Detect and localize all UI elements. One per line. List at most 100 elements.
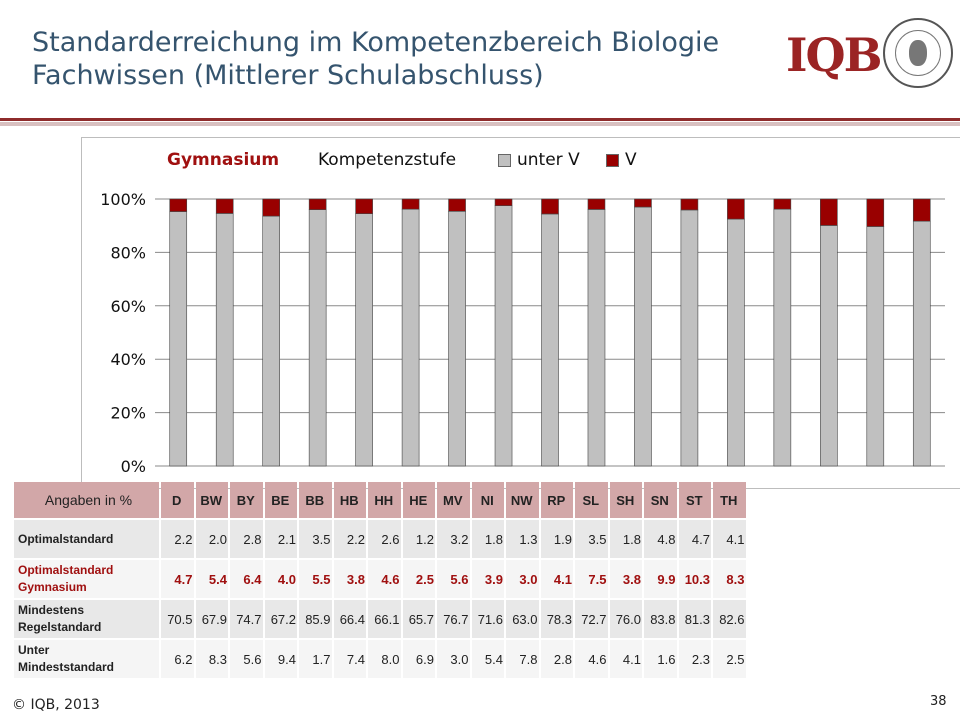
table-cell: 1.2: [402, 520, 435, 558]
row-label: Unter Mindeststandard: [14, 640, 159, 678]
column-header-ST: ST: [678, 482, 711, 518]
y-tick-label: 100%: [100, 190, 146, 209]
column-header-HB: HB: [333, 482, 366, 518]
table-cell: 4.1: [713, 520, 746, 558]
bar-SN-v: [820, 198, 838, 226]
bar-SH-unter-v: [773, 208, 792, 467]
bar-HH-unter-v: [448, 210, 466, 467]
legend-swatch-unter-v: [498, 153, 511, 167]
column-header-MV: MV: [437, 482, 470, 518]
table-cell: 3.9: [471, 560, 504, 598]
column-header-HH: HH: [368, 482, 401, 518]
bar-BY-unter-v: [262, 215, 280, 467]
table-cell: 4.1: [540, 560, 573, 598]
table-cell: 9.9: [644, 560, 677, 598]
row-label-text: Optimalstandard: [18, 531, 114, 546]
table-cell: 67.9: [195, 600, 228, 638]
table-cell: 3.5: [299, 520, 332, 558]
bar-HB-unter-v: [401, 208, 420, 467]
table-cell: 3.2: [437, 520, 470, 558]
table-cell: 8.3: [195, 640, 228, 678]
table-cell: 2.2: [333, 520, 366, 558]
table-cell: 4.7: [161, 560, 194, 598]
bar-SH-v: [773, 198, 792, 210]
slide-title: Standarderreichung im Kompetenzbereich B…: [32, 26, 719, 92]
table-cell: 76.0: [609, 600, 642, 638]
legend-label-unter-v: unter V: [517, 150, 580, 170]
slide-title-line2: Fachwissen (Mittlerer Schulabschluss): [32, 60, 544, 91]
bar-RP-unter-v: [680, 209, 699, 467]
row-label-line: Mindestens: [18, 603, 85, 617]
table-cell: 4.6: [368, 560, 401, 598]
table-cell: 4.8: [644, 520, 677, 558]
table-cell: 70.5: [161, 600, 194, 638]
humboldt-seal-icon: [883, 18, 953, 88]
row-label-line: Unter: [18, 643, 50, 657]
table-cell: 83.8: [644, 600, 677, 638]
table-cell: 10.3: [678, 560, 711, 598]
column-header-BY: BY: [230, 482, 263, 518]
table-cell: 8.3: [713, 560, 746, 598]
table-cell: 7.5: [575, 560, 608, 598]
table-cell: 4.0: [264, 560, 297, 598]
table-cell: 71.6: [471, 600, 504, 638]
bar-MV-v: [541, 198, 559, 215]
table-cell: 7.4: [333, 640, 366, 678]
table-cell: 8.0: [368, 640, 401, 678]
column-header-NW: NW: [506, 482, 539, 518]
column-header-SL: SL: [575, 482, 608, 518]
table-cell: 3.5: [575, 520, 608, 558]
y-tick-label: 0%: [121, 457, 146, 476]
table-cell: 3.0: [506, 560, 539, 598]
legend-item-unter-v: unter V: [498, 150, 580, 170]
table-cell: 74.7: [230, 600, 263, 638]
table-cell: 66.1: [368, 600, 401, 638]
table-cell: 5.6: [437, 560, 470, 598]
table-cell: 1.6: [644, 640, 677, 678]
table-cell: 72.7: [575, 600, 608, 638]
table-cell: 2.8: [540, 640, 573, 678]
row-label-line: Regelstandard: [18, 620, 102, 634]
bar-HH-v: [448, 198, 466, 212]
copyright-footer: © IQB, 2013: [12, 697, 100, 713]
legend-title: Gymnasium: [167, 150, 280, 170]
table-cell: 9.4: [264, 640, 297, 678]
table-row: Mindestens Regelstandard 70.5 67.9 74.7 67.2 8…: [14, 600, 746, 638]
table-cell: 1.8: [609, 520, 642, 558]
header-rule: [0, 118, 960, 121]
data-table: Angaben in % D BW BY BE BB HB HH HE MV NI NW RP SL SH S…: [12, 480, 748, 680]
bar-TH-unter-v: [912, 220, 931, 467]
table-cell: 1.9: [540, 520, 573, 558]
row-label: Optimalstandard: [14, 520, 159, 558]
table-row: Optimalstandard 2.2 2.0 2.8 2.1 3.5 2.2 2.6 1.2 3…: [14, 520, 746, 558]
row-label-line: Optimalstandard: [18, 563, 114, 577]
table-cell: 82.6: [713, 600, 746, 638]
bar-HE-v: [494, 198, 513, 206]
bar-SN-unter-v: [820, 225, 838, 467]
table-cell: 6.9: [402, 640, 435, 678]
table-cell: 5.5: [299, 560, 332, 598]
table-cell: 5.6: [230, 640, 263, 678]
bar-BE-unter-v: [308, 209, 327, 467]
bar-SL-v: [727, 198, 745, 220]
y-tick-label: 20%: [110, 404, 146, 423]
iqb-logo: IQB: [786, 28, 882, 82]
table-cell: 78.3: [540, 600, 573, 638]
table-cell: 2.1: [264, 520, 297, 558]
bar-HE-unter-v: [494, 205, 513, 467]
column-header-NI: NI: [471, 482, 504, 518]
table-cell: 3.8: [333, 560, 366, 598]
legend-label-v: V: [625, 150, 637, 170]
table-header-row: Angaben in % D BW BY BE BB HB HH HE MV NI NW RP SL SH S…: [14, 482, 746, 518]
column-header-TH: TH: [713, 482, 746, 518]
column-header-BE: BE: [264, 482, 297, 518]
row-label-line: Gymnasium: [18, 580, 87, 594]
table-cell: 3.0: [437, 640, 470, 678]
table-cell: 1.3: [506, 520, 539, 558]
table-row: Optimalstandard Gymnasium 4.7 5.4 6.4 4.0 5.5 3…: [14, 560, 746, 598]
table-cell: 65.7: [402, 600, 435, 638]
table-cell: 66.4: [333, 600, 366, 638]
bar-D-unter-v: [169, 211, 188, 467]
column-header-RP: RP: [540, 482, 573, 518]
table-cell: 1.7: [299, 640, 332, 678]
